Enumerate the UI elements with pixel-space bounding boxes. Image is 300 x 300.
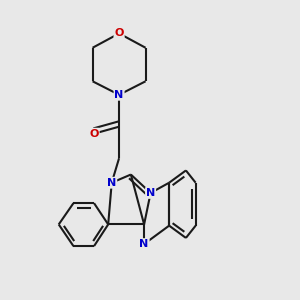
Text: O: O [114, 28, 124, 38]
Text: N: N [146, 188, 155, 198]
Text: N: N [107, 178, 116, 188]
Text: O: O [89, 129, 99, 139]
Text: N: N [115, 90, 124, 100]
Text: N: N [140, 239, 149, 249]
